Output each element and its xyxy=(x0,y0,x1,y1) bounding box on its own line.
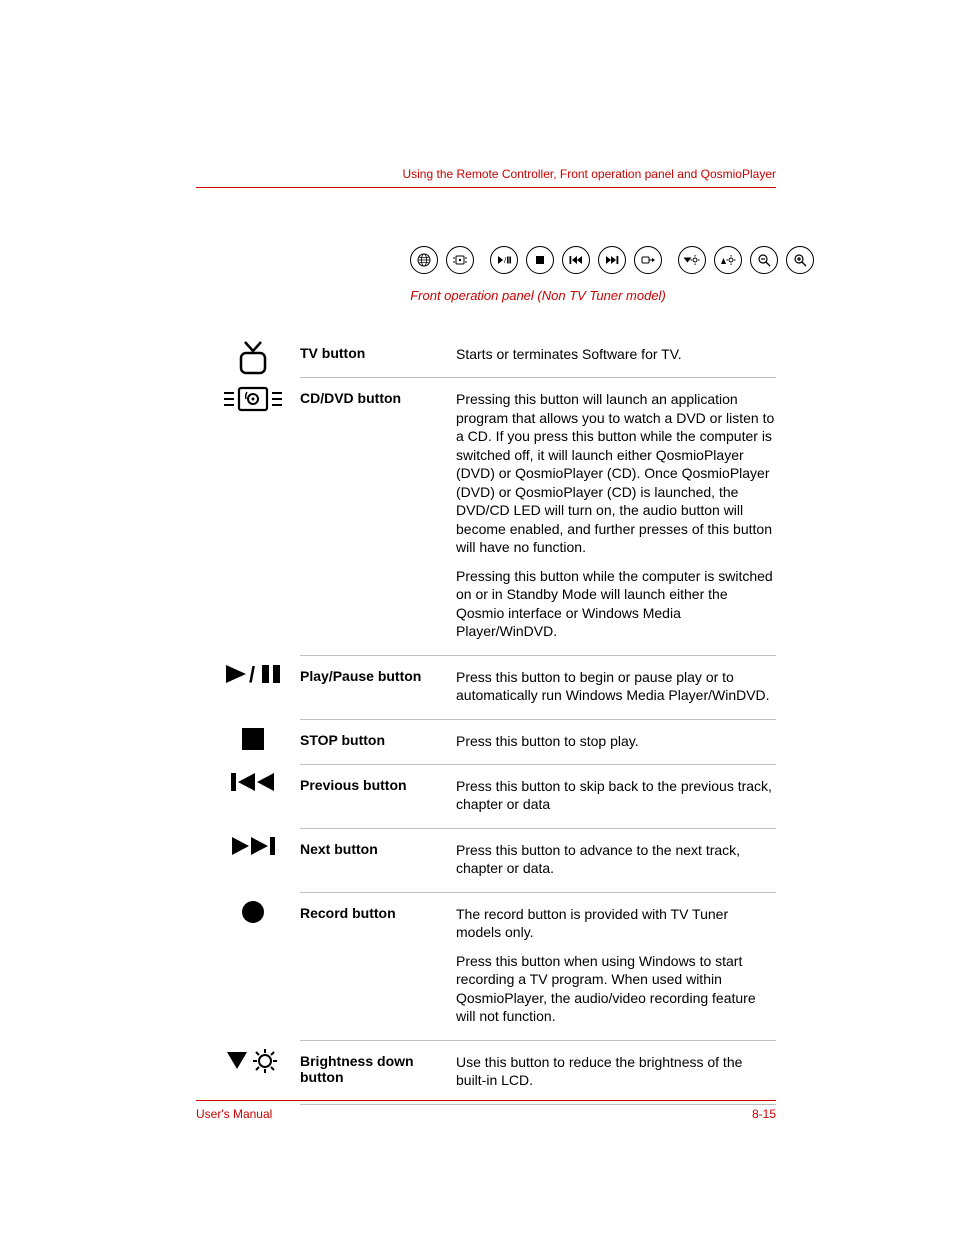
panel-previous-icon xyxy=(562,246,590,274)
footer-manual-label: User's Manual xyxy=(196,1107,272,1121)
previous-icon xyxy=(218,771,288,821)
panel-zoomin-icon xyxy=(786,246,814,274)
panel-zoomout-icon xyxy=(750,246,778,274)
next-icon xyxy=(218,835,288,885)
panel-brightup-icon xyxy=(714,246,742,274)
row-tv: TV button Starts or terminates Software … xyxy=(300,333,776,378)
desc-cddvd: Pressing this button will launch an appl… xyxy=(456,390,776,640)
term-previous: Previous button xyxy=(300,777,456,814)
row-record: Record button The record button is provi… xyxy=(300,893,776,1041)
row-brightdown: Brightness down button Use this button t… xyxy=(300,1041,776,1105)
svg-text:/: / xyxy=(504,256,507,265)
tv-icon xyxy=(218,339,288,389)
page-content: Using the Remote Controller, Front opera… xyxy=(196,165,776,1105)
footer-page-number: 8-15 xyxy=(752,1107,776,1121)
row-next: Next button Press this button to advance… xyxy=(300,829,776,893)
desc-next: Press this button to advance to the next… xyxy=(456,841,776,878)
panel-globe-icon xyxy=(410,246,438,274)
desc-brightdown: Use this button to reduce the brightness… xyxy=(456,1053,776,1090)
row-stop: STOP button Press this button to stop pl… xyxy=(300,720,776,765)
playpause-icon: / xyxy=(218,662,288,712)
term-stop: STOP button xyxy=(300,732,456,750)
term-cddvd: CD/DVD button xyxy=(300,390,456,640)
panel-stop-icon xyxy=(526,246,554,274)
page-footer: User's Manual 8-15 xyxy=(196,1100,776,1121)
panel-caption: Front operation panel (Non TV Tuner mode… xyxy=(300,288,776,303)
stop-icon xyxy=(218,726,288,776)
panel-cddvd-icon xyxy=(446,246,474,274)
definition-table: TV button Starts or terminates Software … xyxy=(300,333,776,1105)
term-playpause: Play/Pause button xyxy=(300,668,456,705)
desc-stop: Press this button to stop play. xyxy=(456,732,776,750)
term-record: Record button xyxy=(300,905,456,1026)
desc-tv: Starts or terminates Software for TV. xyxy=(456,345,776,363)
desc-playpause: Press this button to begin or pause play… xyxy=(456,668,776,705)
header-bar: Using the Remote Controller, Front opera… xyxy=(196,165,776,188)
cddvd-icon xyxy=(218,384,288,434)
content-wrap: / xyxy=(300,246,776,1105)
panel-brightdown-icon xyxy=(678,246,706,274)
desc-record: The record button is provided with TV Tu… xyxy=(456,905,776,1026)
row-cddvd: CD/DVD button Pressing this button will … xyxy=(300,378,776,655)
term-brightdown: Brightness down button xyxy=(300,1053,456,1090)
term-next: Next button xyxy=(300,841,456,878)
desc-previous: Press this button to skip back to the pr… xyxy=(456,777,776,814)
panel-output-icon xyxy=(634,246,662,274)
header-text: Using the Remote Controller, Front opera… xyxy=(402,167,776,181)
row-previous: Previous button Press this button to ski… xyxy=(300,765,776,829)
row-playpause: / Play/Pause button Press this button to… xyxy=(300,656,776,720)
panel-playpause-icon: / xyxy=(490,246,518,274)
front-panel-icon-row: / xyxy=(410,246,776,274)
svg-text:/: / xyxy=(249,662,255,686)
record-icon xyxy=(218,899,288,949)
brightdown-icon xyxy=(218,1047,288,1097)
term-tv: TV button xyxy=(300,345,456,363)
panel-next-icon xyxy=(598,246,626,274)
